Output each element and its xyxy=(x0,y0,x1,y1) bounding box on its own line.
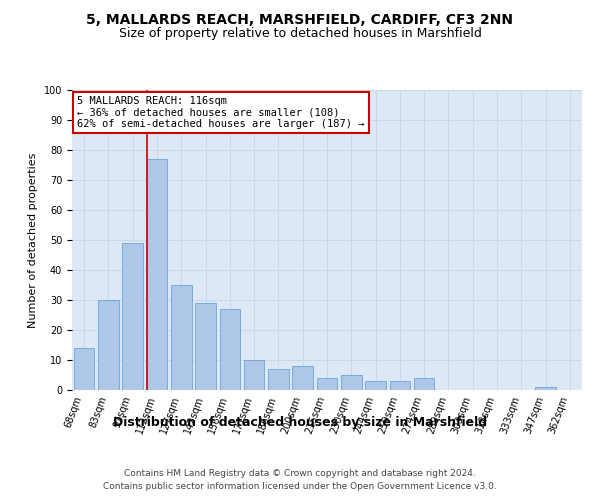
Bar xyxy=(171,285,191,390)
Bar xyxy=(341,375,362,390)
Text: Distribution of detached houses by size in Marshfield: Distribution of detached houses by size … xyxy=(113,416,487,429)
Bar xyxy=(122,243,143,390)
Bar xyxy=(317,378,337,390)
Bar xyxy=(146,159,167,390)
Bar xyxy=(389,381,410,390)
Text: 5, MALLARDS REACH, MARSHFIELD, CARDIFF, CF3 2NN: 5, MALLARDS REACH, MARSHFIELD, CARDIFF, … xyxy=(86,12,514,26)
Bar xyxy=(414,378,434,390)
Text: Contains HM Land Registry data © Crown copyright and database right 2024.
Contai: Contains HM Land Registry data © Crown c… xyxy=(103,469,497,491)
Y-axis label: Number of detached properties: Number of detached properties xyxy=(28,152,38,328)
Bar xyxy=(195,303,216,390)
Bar xyxy=(292,366,313,390)
Bar xyxy=(365,381,386,390)
Bar xyxy=(98,300,119,390)
Text: Size of property relative to detached houses in Marshfield: Size of property relative to detached ho… xyxy=(119,28,481,40)
Bar xyxy=(268,369,289,390)
Bar xyxy=(535,387,556,390)
Bar xyxy=(74,348,94,390)
Bar xyxy=(220,309,240,390)
Bar xyxy=(244,360,265,390)
Text: 5 MALLARDS REACH: 116sqm
← 36% of detached houses are smaller (108)
62% of semi-: 5 MALLARDS REACH: 116sqm ← 36% of detach… xyxy=(77,96,365,129)
